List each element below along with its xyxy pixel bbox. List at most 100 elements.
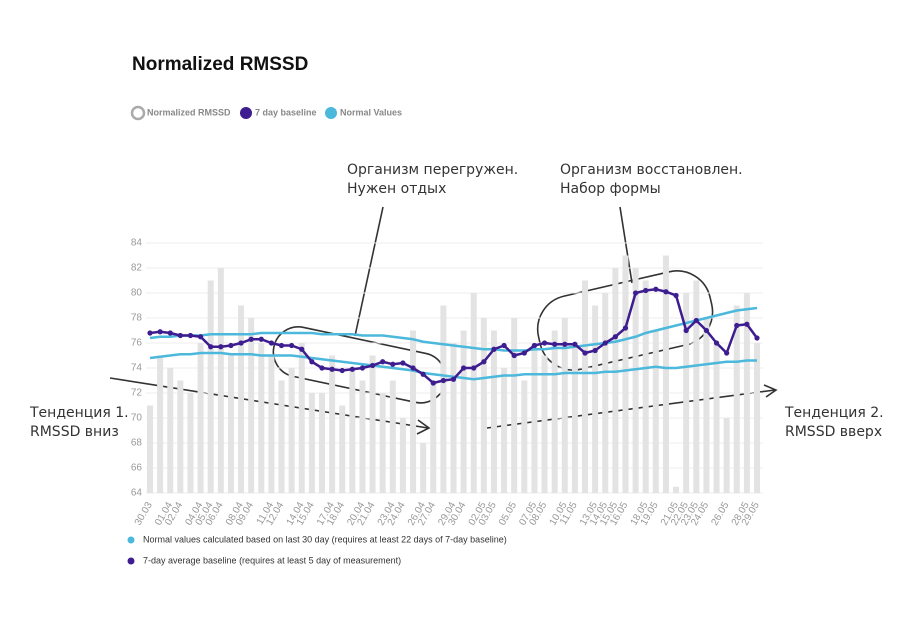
bar — [278, 380, 285, 493]
baseline-point — [369, 362, 376, 369]
bar — [511, 318, 518, 493]
x-tick-label: 30.03 — [133, 500, 155, 528]
normal-upper-line — [149, 306, 758, 352]
y-tick-label: 78 — [131, 313, 143, 324]
baseline-point — [491, 346, 497, 352]
baseline-point — [703, 327, 710, 334]
bar — [177, 380, 184, 493]
bar — [207, 280, 214, 493]
bar — [147, 405, 153, 493]
baseline-point — [663, 289, 669, 295]
bar — [480, 318, 487, 493]
bar — [733, 305, 740, 493]
baseline-point — [461, 365, 467, 371]
baseline-point — [187, 332, 194, 339]
baseline-point — [289, 342, 295, 349]
baseline-point — [278, 342, 285, 349]
bar — [592, 305, 599, 493]
baseline-point — [147, 330, 153, 336]
annotation: Набор формы — [560, 181, 661, 197]
annotation: RMSSD вниз — [30, 424, 119, 440]
baseline-point — [683, 327, 689, 334]
baseline-point — [359, 365, 366, 371]
bar — [187, 393, 194, 493]
annotation: Нужен отдых — [347, 181, 446, 197]
bar — [369, 355, 376, 493]
annotation: Организм восстановлен. — [560, 162, 743, 178]
plot — [146, 242, 763, 494]
baseline-point — [471, 365, 477, 371]
baseline-point — [734, 322, 740, 329]
bar — [673, 486, 680, 493]
legend-marker — [240, 107, 252, 119]
baseline-point — [481, 359, 487, 365]
baseline-point — [380, 359, 386, 365]
bar — [359, 380, 366, 493]
baseline-point — [673, 292, 679, 299]
bar — [238, 305, 245, 493]
bar — [470, 293, 477, 493]
bar — [642, 280, 649, 493]
note-text: Normal values calculated based on last 3… — [143, 534, 507, 544]
baseline-point — [400, 360, 406, 366]
bar — [349, 368, 356, 493]
bar — [541, 355, 548, 493]
bar — [683, 293, 690, 493]
baseline-point — [612, 334, 618, 340]
baseline-point — [268, 340, 274, 346]
bar — [329, 355, 336, 493]
note-marker — [127, 557, 135, 565]
bar — [258, 343, 265, 493]
x-tick-label: 05.05 — [497, 500, 519, 528]
baseline-point — [157, 329, 163, 335]
baseline-point — [450, 376, 457, 382]
baseline-point — [218, 344, 224, 350]
x-tick-label: 26.05 — [709, 500, 731, 528]
callout-line — [354, 206, 384, 337]
baseline-point — [693, 317, 699, 324]
y-tick-label: 82 — [131, 263, 143, 274]
bar — [430, 380, 437, 493]
y-tick-label: 70 — [131, 413, 143, 424]
baseline-point — [390, 361, 396, 367]
bar — [450, 343, 457, 493]
baseline-point — [602, 340, 608, 346]
bar — [723, 418, 730, 493]
bar — [521, 380, 528, 493]
y-tick-label: 68 — [131, 438, 143, 449]
baseline-point — [258, 336, 264, 342]
baseline-point — [521, 350, 527, 356]
bar — [288, 368, 295, 493]
bar — [318, 393, 325, 493]
baseline-point — [724, 350, 730, 356]
y-tick-label: 80 — [131, 288, 143, 299]
baseline-point — [309, 359, 315, 365]
baseline-point — [592, 347, 598, 354]
arrow-head — [416, 419, 431, 435]
annotation: RMSSD вверх — [785, 424, 882, 440]
y-tick-label: 64 — [131, 488, 143, 499]
bar — [602, 293, 609, 493]
baseline-point — [440, 377, 446, 384]
baseline-point — [633, 290, 639, 296]
bar — [298, 343, 305, 493]
arrow-head — [763, 384, 778, 398]
bar — [389, 380, 396, 493]
bar — [197, 343, 204, 493]
bar — [490, 330, 497, 493]
baseline-point — [572, 341, 578, 347]
baseline-point — [349, 366, 355, 372]
baseline-point — [552, 341, 558, 347]
baseline-point — [420, 371, 426, 377]
baseline-point — [329, 366, 335, 372]
baseline-point — [643, 287, 649, 294]
baseline-point — [754, 335, 760, 341]
baseline-point — [299, 346, 305, 352]
baseline-point — [653, 286, 659, 292]
bar — [460, 330, 467, 493]
bar — [268, 355, 275, 493]
legend-label: Normalized RMSSD — [147, 107, 231, 117]
bar — [157, 355, 164, 493]
bar — [167, 368, 174, 493]
bar — [227, 355, 234, 493]
